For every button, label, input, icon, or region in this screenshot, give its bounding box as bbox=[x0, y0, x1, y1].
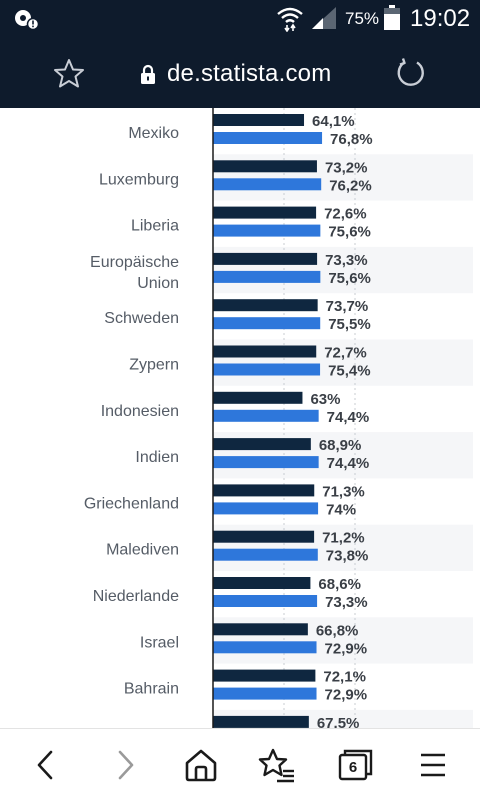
tabs-icon bbox=[338, 749, 373, 781]
data-label: 73,2% bbox=[325, 159, 368, 176]
bar bbox=[213, 715, 309, 728]
category-label: Malediven bbox=[106, 542, 179, 559]
bar bbox=[213, 687, 317, 700]
url-text: de.statista.com bbox=[167, 60, 332, 87]
bookmarks-star-list-icon bbox=[258, 748, 294, 783]
data-label: 72,9% bbox=[325, 640, 368, 657]
data-label: 76,2% bbox=[329, 177, 372, 194]
bar bbox=[213, 623, 308, 636]
bar bbox=[213, 252, 318, 265]
cell-signal-icon bbox=[312, 7, 336, 29]
category-label: Israel bbox=[140, 634, 179, 651]
data-label: 71,2% bbox=[322, 530, 365, 547]
bar bbox=[213, 299, 318, 312]
data-label: 73,8% bbox=[326, 548, 369, 565]
lock-icon bbox=[141, 64, 155, 84]
bar bbox=[213, 548, 318, 561]
data-label: 64,1% bbox=[312, 113, 355, 130]
data-label: 72,1% bbox=[323, 669, 366, 686]
category-label: Schweden bbox=[104, 310, 179, 327]
bar bbox=[213, 132, 323, 144]
data-label: 75,5% bbox=[328, 316, 371, 333]
category-label: Niederlande bbox=[93, 588, 179, 605]
bar bbox=[213, 530, 315, 543]
bar bbox=[213, 669, 316, 682]
status-bar: 75% 19:02 bbox=[0, 0, 480, 38]
bar bbox=[213, 409, 319, 422]
bookmark-star-icon[interactable] bbox=[53, 58, 85, 88]
category-label: Zypern bbox=[129, 357, 179, 374]
data-label: 75,6% bbox=[328, 270, 371, 287]
data-label: 74,4% bbox=[327, 409, 370, 426]
forward-button[interactable] bbox=[103, 743, 147, 787]
tabs-button[interactable]: 6 bbox=[333, 743, 377, 787]
reload-icon[interactable] bbox=[395, 57, 427, 89]
data-label: 66,8% bbox=[316, 622, 359, 639]
clock: 19:02 bbox=[410, 5, 471, 32]
chevron-left-icon bbox=[37, 750, 53, 780]
chart-viewport[interactable]: Mexiko 64,1% 76,8% Luxemburg 73,2% 76,2% Liber… bbox=[0, 108, 480, 728]
bar bbox=[213, 502, 319, 515]
category-label: Mexiko bbox=[128, 125, 179, 142]
bar bbox=[213, 641, 317, 654]
tab-count: 6 bbox=[348, 759, 358, 776]
home-icon bbox=[185, 749, 217, 782]
wifi-icon bbox=[277, 7, 303, 32]
data-label: 68,9% bbox=[319, 437, 362, 454]
category-label: Griechenland bbox=[84, 495, 179, 512]
data-label: 75,6% bbox=[328, 224, 371, 241]
bar bbox=[213, 363, 321, 376]
data-label: 71,3% bbox=[322, 483, 365, 500]
bar bbox=[213, 577, 311, 589]
chevron-right-icon bbox=[118, 750, 134, 780]
category-label: El Salvador bbox=[97, 727, 179, 728]
data-label: 73,7% bbox=[326, 298, 369, 315]
battery-icon bbox=[384, 5, 400, 30]
category-label: Luxemburg bbox=[99, 171, 179, 188]
bar-chart: Mexiko 64,1%76,8% Luxemburg 73,2%76,2% Liber… bbox=[84, 108, 473, 728]
data-label: 72,6% bbox=[324, 206, 367, 223]
data-label: 67,5% bbox=[317, 715, 360, 728]
data-label: 75,4% bbox=[328, 363, 371, 380]
bar bbox=[213, 391, 303, 404]
home-button[interactable] bbox=[179, 743, 223, 787]
menu-button[interactable] bbox=[411, 743, 455, 787]
data-label: 72,9% bbox=[325, 687, 368, 704]
hamburger-menu-icon bbox=[421, 753, 445, 777]
data-label: 63% bbox=[310, 391, 340, 408]
browser-toolbar: de.statista.com bbox=[0, 38, 480, 108]
data-label: 68,6% bbox=[318, 576, 361, 593]
data-label: 73,3% bbox=[325, 252, 368, 269]
bar bbox=[213, 456, 319, 469]
bar bbox=[213, 270, 321, 283]
bar bbox=[213, 345, 317, 358]
bar bbox=[213, 178, 322, 191]
bar bbox=[213, 160, 317, 173]
bar bbox=[213, 224, 321, 237]
data-label: 76,8% bbox=[330, 131, 373, 148]
data-label: 72,7% bbox=[324, 345, 367, 362]
bar bbox=[213, 114, 305, 126]
bottom-navigation: 6 bbox=[0, 728, 480, 800]
data-label: 73,3% bbox=[325, 594, 368, 611]
bar bbox=[213, 317, 321, 330]
address-bar[interactable]: de.statista.com bbox=[140, 59, 331, 89]
bar bbox=[213, 595, 318, 607]
data-label: 74% bbox=[326, 501, 356, 518]
battery-percentage: 75% bbox=[345, 9, 380, 28]
data-label: 74,4% bbox=[327, 455, 370, 472]
bar bbox=[213, 206, 317, 219]
bar bbox=[213, 438, 311, 451]
category-label: Bahrain bbox=[124, 681, 179, 698]
category-label: Liberia bbox=[131, 218, 179, 235]
category-label: Indonesien bbox=[101, 403, 179, 420]
bookmarks-button[interactable] bbox=[255, 743, 299, 787]
category-label: Europäische Union bbox=[90, 254, 179, 292]
back-button[interactable] bbox=[24, 743, 68, 787]
bar bbox=[213, 484, 315, 497]
category-label: Indien bbox=[135, 449, 179, 466]
location-alert-icon bbox=[15, 10, 40, 30]
